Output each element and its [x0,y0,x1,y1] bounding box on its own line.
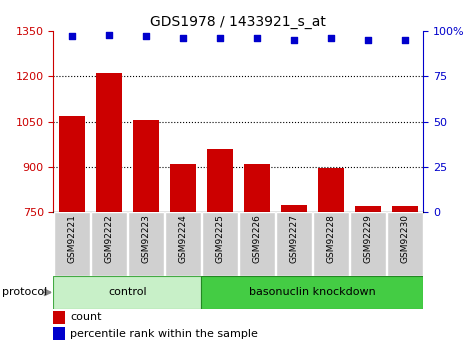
Bar [201,276,423,309]
Point [68,34,76,39]
Point [142,34,150,39]
FancyBboxPatch shape [386,212,423,276]
Bar [53,327,65,340]
Bar [207,149,233,345]
FancyBboxPatch shape [350,212,386,276]
Text: count: count [70,312,102,322]
Bar [355,206,381,345]
Text: GSM92229: GSM92229 [363,214,372,263]
Text: GSM92227: GSM92227 [289,214,298,263]
Point [290,37,298,43]
Text: control: control [108,287,147,297]
Text: GSM92221: GSM92221 [67,214,76,263]
Bar [96,73,122,345]
Text: percentile rank within the sample: percentile rank within the sample [70,329,258,339]
Bar [59,116,85,345]
Point [216,36,224,41]
Point [327,36,334,41]
Text: GSM92230: GSM92230 [400,214,409,263]
Text: GSM92226: GSM92226 [252,214,261,263]
FancyBboxPatch shape [91,212,127,276]
Text: GSM92222: GSM92222 [105,214,113,263]
FancyBboxPatch shape [128,212,164,276]
Bar [281,205,307,345]
Bar [53,276,201,309]
Text: GSM92224: GSM92224 [179,214,187,263]
Text: basonuclin knockdown: basonuclin knockdown [249,287,376,297]
Bar [53,311,65,324]
Point [179,36,186,41]
Text: GSM92225: GSM92225 [215,214,224,263]
Point [364,37,372,43]
Bar [170,164,196,345]
Text: GSM92223: GSM92223 [141,214,150,263]
FancyBboxPatch shape [312,212,349,276]
Point [105,32,113,38]
Bar [318,168,344,345]
Bar [244,164,270,345]
Title: GDS1978 / 1433921_s_at: GDS1978 / 1433921_s_at [150,14,326,29]
Bar [392,206,418,345]
FancyBboxPatch shape [202,212,238,276]
Bar [133,120,159,345]
FancyBboxPatch shape [276,212,312,276]
Text: GSM92228: GSM92228 [326,214,335,263]
FancyBboxPatch shape [54,212,90,276]
FancyBboxPatch shape [239,212,275,276]
Point [401,37,408,43]
FancyBboxPatch shape [165,212,201,276]
Text: protocol: protocol [2,287,47,297]
Point [253,36,260,41]
